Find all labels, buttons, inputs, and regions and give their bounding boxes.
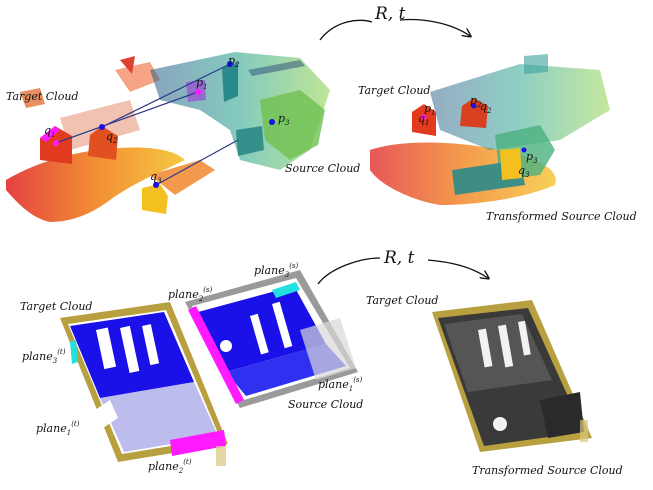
top-transform-arrow-tail bbox=[399, 18, 470, 36]
right-keypoint-q1 bbox=[421, 114, 427, 120]
bottom-transform-arrow bbox=[317, 257, 381, 285]
correspondence-line-1 bbox=[55, 91, 199, 144]
bottom-target-cloud-label: Target Cloud bbox=[20, 300, 93, 313]
right-point-label-q3: q3 bbox=[518, 164, 530, 179]
right-point-label-q2: q2 bbox=[480, 100, 492, 115]
house-q2 bbox=[88, 126, 118, 160]
bottom-transformed-cloud-label: Transformed Source Cloud bbox=[472, 464, 623, 477]
point-label-p3: p3 bbox=[278, 112, 290, 127]
correspondence-line-3 bbox=[155, 139, 239, 186]
keypoint-p2 bbox=[227, 61, 233, 67]
keypoint-q3 bbox=[153, 182, 159, 188]
target-plane-2 bbox=[170, 430, 226, 456]
point-label-q3: q3 bbox=[150, 170, 162, 185]
plane-label-3-target: plane3(t) bbox=[22, 348, 66, 365]
top-transformed-cloud bbox=[370, 54, 610, 205]
right-point-label-p2: p2 bbox=[470, 94, 482, 109]
point-label-p2: p2 bbox=[228, 54, 240, 69]
building-q3 bbox=[142, 184, 168, 214]
right-keypoint-q3 bbox=[521, 147, 527, 153]
top-right-target-cloud-label: Target Cloud bbox=[358, 84, 431, 97]
bottom-right-target-cloud-label: Target Cloud bbox=[366, 294, 439, 307]
target-plane-3 bbox=[70, 340, 78, 364]
bottom-source-room bbox=[185, 270, 358, 408]
keypoint-p3 bbox=[269, 119, 275, 125]
source-plane-2 bbox=[188, 306, 244, 404]
plane-label-1-source: plane1(s) bbox=[318, 376, 363, 393]
source-plane-3 bbox=[272, 282, 300, 298]
correspondence-line-2 bbox=[101, 63, 231, 128]
bottom-source-cloud-label: Source Cloud bbox=[288, 398, 364, 411]
keypoint-q1 bbox=[53, 140, 59, 146]
top-source-cloud bbox=[150, 52, 330, 170]
target-plane-1 bbox=[80, 400, 118, 438]
top-transform-label: R, t bbox=[375, 4, 406, 24]
top-transformed-cloud-label: Transformed Source Cloud bbox=[486, 210, 637, 223]
bottom-transform-arrow-tail bbox=[427, 259, 488, 278]
top-source-cloud-label: Source Cloud bbox=[285, 162, 361, 175]
right-point-label-p1: p1 bbox=[424, 102, 436, 117]
keypoint-p1 bbox=[195, 89, 201, 95]
source-plane-1 bbox=[300, 318, 356, 380]
bottom-target-room bbox=[60, 302, 228, 466]
bottom-transformed-room bbox=[432, 300, 592, 452]
right-point-label-q1: q1 bbox=[418, 112, 430, 127]
right-point-label-p3: p3 bbox=[526, 150, 538, 165]
plane-label-2-target: plane2(t) bbox=[148, 458, 192, 475]
plane-label-1-target: plane1(t) bbox=[36, 420, 80, 437]
point-label-q2: q2 bbox=[106, 130, 118, 145]
point-label-q1: q1 bbox=[44, 124, 56, 139]
top-target-cloud bbox=[6, 56, 215, 222]
bottom-transform-label: R, t bbox=[384, 248, 415, 268]
top-transform-arrow bbox=[319, 19, 373, 41]
point-label-p1: p1 bbox=[196, 76, 208, 91]
right-keypoint-q2 bbox=[471, 103, 477, 109]
top-target-cloud-label: Target Cloud bbox=[6, 90, 79, 103]
keypoint-q2 bbox=[99, 124, 105, 130]
plane-label-3-source: plane3(s) bbox=[254, 262, 299, 279]
plane-label-2-source: plane2(s) bbox=[168, 286, 213, 303]
